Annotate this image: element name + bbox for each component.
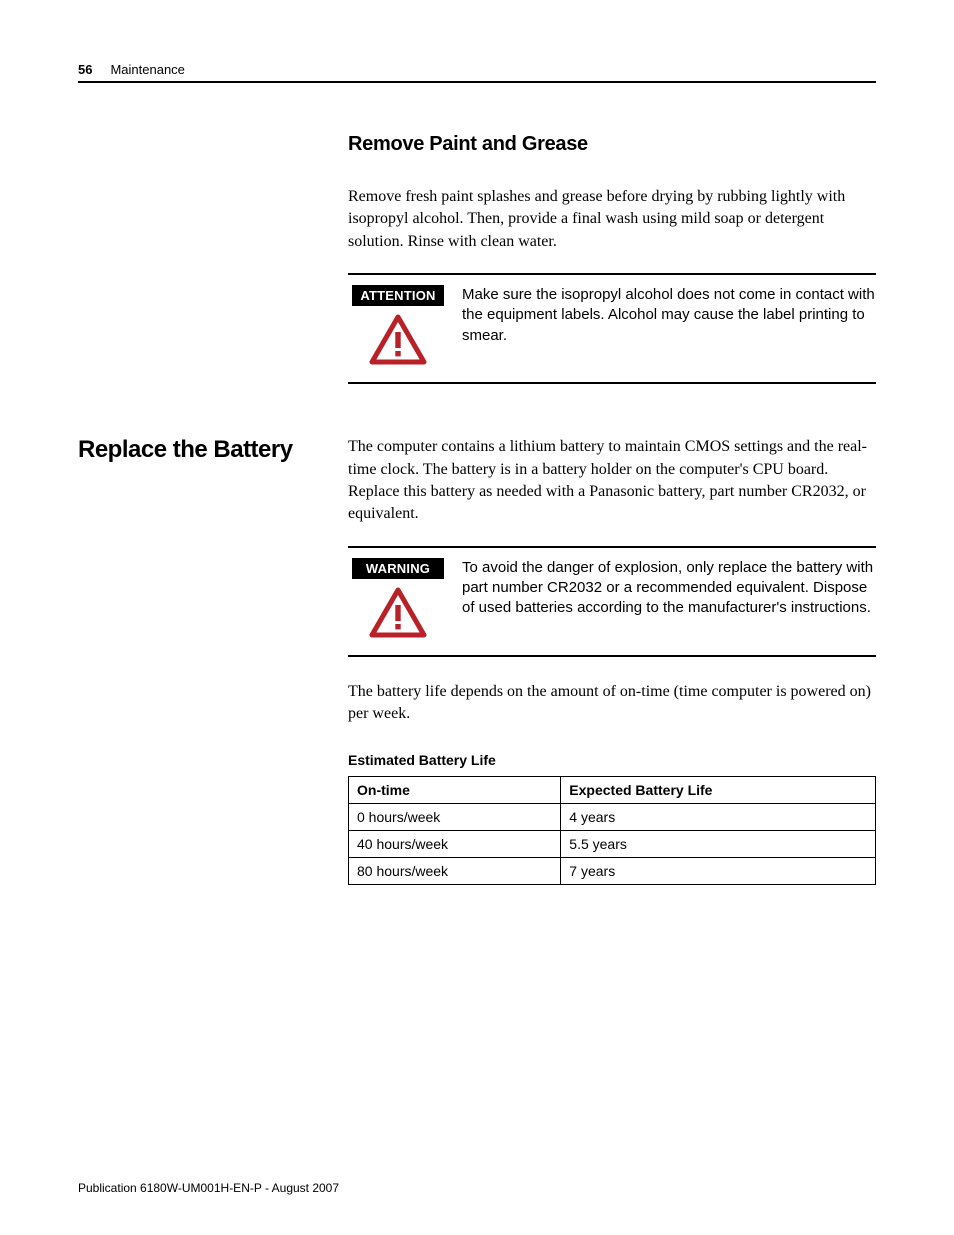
page-number: 56: [78, 62, 92, 77]
table-cell: 80 hours/week: [349, 857, 561, 884]
table-row: 80 hours/week 7 years: [349, 857, 876, 884]
table-header: Expected Battery Life: [561, 776, 876, 803]
table-header-row: On-time Expected Battery Life: [349, 776, 876, 803]
replace-battery-body1: The computer contains a lithium battery …: [348, 436, 876, 526]
document-page: 56 Maintenance Remove Paint and Grease R…: [0, 0, 954, 1235]
attention-box: ATTENTION Make sure the isopropyl alcoho…: [348, 275, 876, 382]
table-header: On-time: [349, 776, 561, 803]
table-cell: 4 years: [561, 803, 876, 830]
warning-text: To avoid the danger of explosion, only r…: [462, 558, 876, 639]
table-cell: 40 hours/week: [349, 830, 561, 857]
table-row: 0 hours/week 4 years: [349, 803, 876, 830]
page-footer: Publication 6180W-UM001H-EN-P - August 2…: [78, 1181, 339, 1195]
warning-triangle-icon: [368, 587, 428, 639]
page-header: 56 Maintenance: [78, 62, 876, 77]
table-cell: 5.5 years: [561, 830, 876, 857]
body-remove-paint: Remove fresh paint splashes and grease b…: [348, 186, 876, 253]
attention-label-col: ATTENTION: [352, 285, 444, 366]
table-cell: 0 hours/week: [349, 803, 561, 830]
table-cell: 7 years: [561, 857, 876, 884]
table-caption: Estimated Battery Life: [348, 752, 876, 768]
section-replace-battery: Replace the Battery The computer contain…: [78, 436, 876, 884]
warning-box: WARNING To avoid the danger of explosion…: [348, 548, 876, 655]
replace-battery-content: The computer contains a lithium battery …: [348, 436, 876, 884]
warning-triangle-icon: [368, 314, 428, 366]
header-section: Maintenance: [110, 62, 184, 77]
warning-label-col: WARNING: [352, 558, 444, 639]
notice-bottom-rule: [348, 382, 876, 384]
attention-text: Make sure the isopropyl alcohol does not…: [462, 285, 876, 366]
header-divider: [78, 81, 876, 83]
replace-battery-body2: The battery life depends on the amount o…: [348, 681, 876, 726]
table-row: 40 hours/week 5.5 years: [349, 830, 876, 857]
attention-label: ATTENTION: [352, 285, 444, 306]
battery-life-table: On-time Expected Battery Life 0 hours/we…: [348, 776, 876, 885]
subheading-remove-paint: Remove Paint and Grease: [348, 133, 876, 156]
side-heading-replace-battery: Replace the Battery: [78, 436, 348, 884]
section-remove-paint: Remove Paint and Grease Remove fresh pai…: [348, 133, 876, 384]
warning-bottom-rule: [348, 655, 876, 657]
warning-label: WARNING: [352, 558, 444, 579]
